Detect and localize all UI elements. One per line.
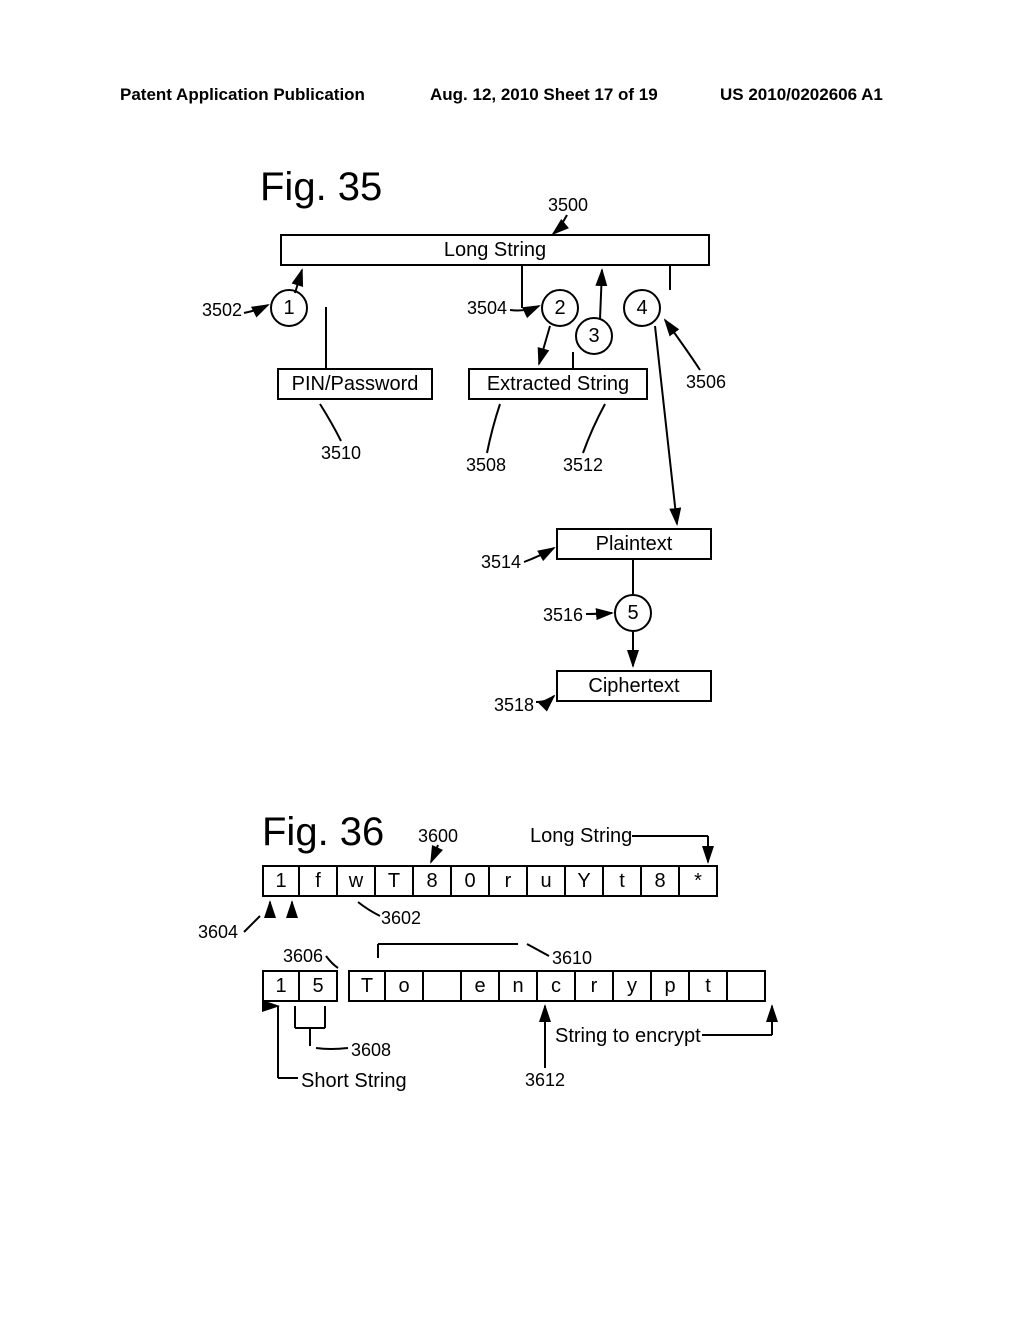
header-center: Aug. 12, 2010 Sheet 17 of 19 [430, 85, 658, 105]
box-plaintext-label: Plaintext [596, 530, 673, 558]
ref-3516: 3516 [543, 605, 583, 626]
fig36-top-cell: f [300, 865, 338, 897]
ref-3608: 3608 [351, 1040, 391, 1061]
fig36-bottom-cell: e [462, 970, 500, 1002]
ref-3512: 3512 [563, 455, 603, 476]
box-long-string: Long String [280, 234, 710, 266]
fig36-top-cell: * [680, 865, 718, 897]
fig36-bottom-cell: c [538, 970, 576, 1002]
label-short-string: Short String [301, 1070, 407, 1093]
ref-3606: 3606 [283, 946, 323, 967]
fig36-bottom-cell [338, 970, 348, 1002]
fig36-top-cell: 8 [414, 865, 452, 897]
label-long-string: Long String [530, 825, 632, 848]
ref-3518: 3518 [494, 695, 534, 716]
fig36-top-cell: T [376, 865, 414, 897]
fig36-top-cell: u [528, 865, 566, 897]
fig36-bottom-cell: T [348, 970, 386, 1002]
fig36-bottom-cell [424, 970, 462, 1002]
header-left: Patent Application Publication [120, 85, 365, 105]
fig36-top-row: 1fwT80ruYt8* [262, 865, 718, 897]
ref-3506: 3506 [686, 372, 726, 393]
fig36-bottom-cell: 5 [300, 970, 338, 1002]
fig36-top-cell: 1 [262, 865, 300, 897]
ref-3508: 3508 [466, 455, 506, 476]
step-4: 4 [623, 289, 661, 327]
box-ciphertext: Ciphertext [556, 670, 712, 702]
fig36-top-cell: r [490, 865, 528, 897]
ref-3514: 3514 [481, 552, 521, 573]
box-extracted-string-label: Extracted String [487, 370, 629, 398]
fig36-bottom-cell: r [576, 970, 614, 1002]
fig36-bottom-cell: n [500, 970, 538, 1002]
ref-3610: 3610 [552, 948, 592, 969]
ref-3502: 3502 [202, 300, 242, 321]
step-2: 2 [541, 289, 579, 327]
fig36-top-cell: Y [566, 865, 604, 897]
header-right: US 2010/0202606 A1 [720, 85, 883, 105]
box-ciphertext-label: Ciphertext [588, 672, 679, 700]
fig36-bottom-cell: 1 [262, 970, 300, 1002]
label-string-to-encrypt: String to encrypt [555, 1025, 701, 1048]
page-root: { "header": { "left": "Patent Applicatio… [0, 0, 1024, 1320]
ref-3602: 3602 [381, 908, 421, 929]
step-3: 3 [575, 317, 613, 355]
fig36-top-cell: w [338, 865, 376, 897]
ref-3600: 3600 [418, 826, 458, 847]
ref-3604: 3604 [198, 922, 238, 943]
fig36-top-cell: t [604, 865, 642, 897]
fig36-title: Fig. 36 [262, 810, 384, 855]
box-pin-password-label: PIN/Password [292, 370, 419, 398]
fig36-top-cell: 8 [642, 865, 680, 897]
fig36-bottom-cell: o [386, 970, 424, 1002]
box-long-string-label: Long String [444, 236, 546, 264]
box-extracted-string: Extracted String [468, 368, 648, 400]
fig36-bottom-cell: p [652, 970, 690, 1002]
fig36-bottom-cell: t [690, 970, 728, 1002]
box-pin-password: PIN/Password [277, 368, 433, 400]
step-1: 1 [270, 289, 308, 327]
fig36-svg [0, 0, 1024, 1320]
fig35-title: Fig. 35 [260, 165, 382, 210]
fig35-svg [0, 0, 1024, 1320]
fig36-bottom-cell [728, 970, 766, 1002]
fig36-bottom-row: 15To encrypt [262, 970, 766, 1002]
ref-3504: 3504 [467, 298, 507, 319]
ref-3500: 3500 [548, 195, 588, 216]
step-5: 5 [614, 594, 652, 632]
ref-3510: 3510 [321, 443, 361, 464]
ref-3612: 3612 [525, 1070, 565, 1091]
box-plaintext: Plaintext [556, 528, 712, 560]
fig36-top-cell: 0 [452, 865, 490, 897]
fig36-bottom-cell: y [614, 970, 652, 1002]
